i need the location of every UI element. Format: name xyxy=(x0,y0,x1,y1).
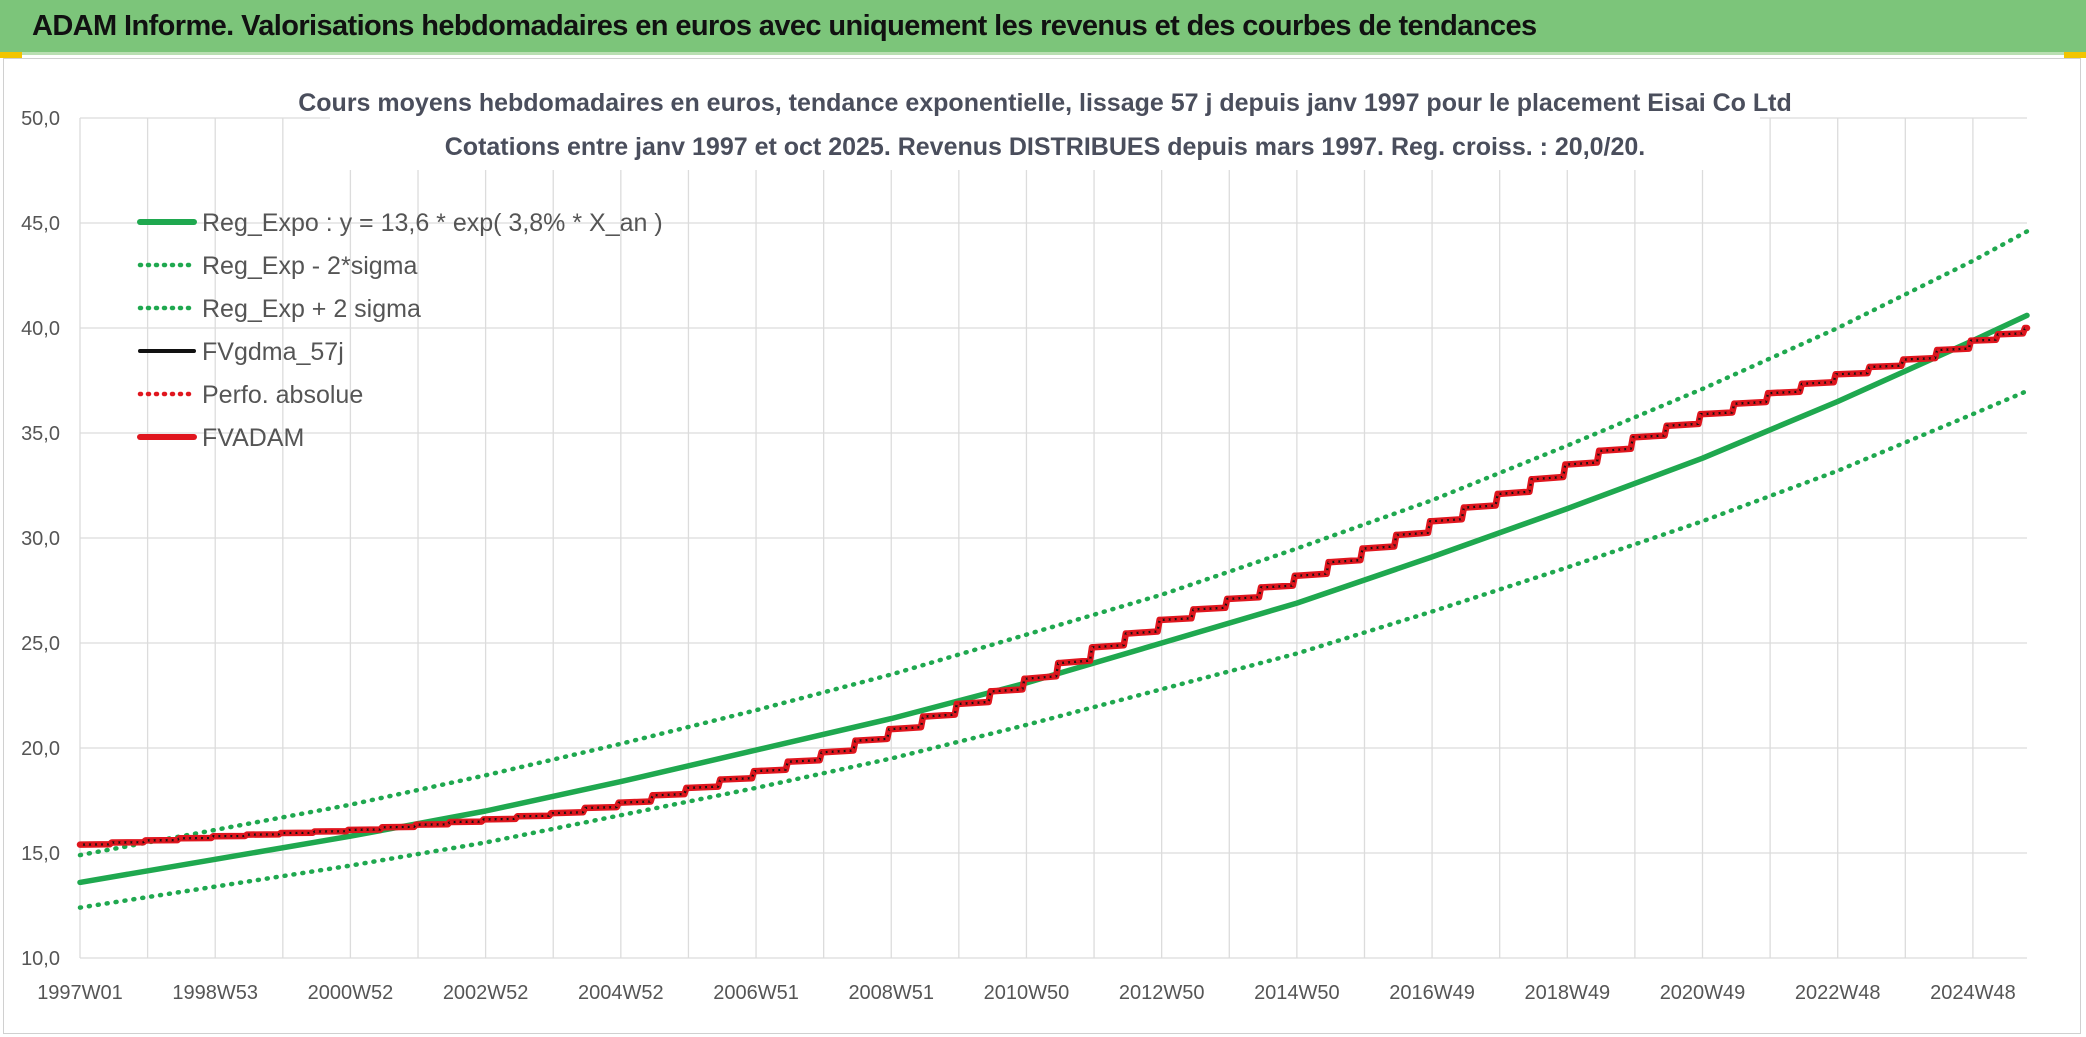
series-lines xyxy=(76,229,2031,910)
title-background xyxy=(330,84,1760,170)
y-tick-label: 10,0 xyxy=(21,948,60,970)
y-tick-label: 40,0 xyxy=(21,318,60,340)
legend-label: Perfo. absolue xyxy=(202,381,363,409)
x-tick-label: 2020W49 xyxy=(1660,982,1746,1004)
x-tick-label: 2012W50 xyxy=(1119,982,1205,1004)
chart-title: Cours moyens hebdomadaires en euros, ten… xyxy=(298,84,1792,170)
x-tick-label: 2010W50 xyxy=(984,982,1070,1004)
x-tick-label: 1998W53 xyxy=(172,982,258,1004)
report-title: ADAM Informe. Valorisations hebdomadaire… xyxy=(32,10,1537,42)
x-tick-label: 2016W49 xyxy=(1389,982,1475,1004)
legend-label: FVgdma_57j xyxy=(202,338,344,366)
legend-label: FVADAM xyxy=(202,424,304,452)
chart-title-line-1: Cours moyens hebdomadaires en euros, ten… xyxy=(298,89,1792,117)
y-tick-label: 20,0 xyxy=(21,738,60,760)
axis-labels: 10,0 15,0 20,0 25,0 30,0 35,0 40,0 45,0 50,0 1997… xyxy=(21,108,2016,1004)
x-tick-label: 2022W48 xyxy=(1795,982,1881,1004)
x-tick-label: 2000W52 xyxy=(308,982,394,1004)
x-tick-label: 2018W49 xyxy=(1524,982,1610,1004)
grid xyxy=(79,117,2027,959)
y-tick-label: 30,0 xyxy=(21,528,60,550)
y-tick-label: 50,0 xyxy=(21,108,60,130)
series-line-2 xyxy=(77,229,2030,858)
corner-marker-left xyxy=(0,52,22,58)
series-line-4 xyxy=(78,326,2029,846)
legend-label: Reg_Exp - 2*sigma xyxy=(202,252,417,280)
x-tick-label: 2002W52 xyxy=(443,982,529,1004)
corner-marker-right xyxy=(2064,52,2086,58)
x-tick-label: 1997W01 xyxy=(37,982,123,1004)
chart-frame xyxy=(3,58,2081,1034)
x-tick-label: 2004W52 xyxy=(578,982,664,1004)
legend-label: Reg_Exp + 2 sigma xyxy=(202,295,421,323)
x-tick-label: 2024W48 xyxy=(1930,982,2016,1004)
y-tick-label: 25,0 xyxy=(21,633,60,655)
header-bar: ADAM Informe. Valorisations hebdomadaire… xyxy=(0,0,2086,58)
x-tick-label: 2014W50 xyxy=(1254,982,1340,1004)
chart-title-line-2: Cotations entre janv 1997 et oct 2025. R… xyxy=(445,133,1646,161)
series-line-1 xyxy=(77,388,2030,910)
y-tick-label: 35,0 xyxy=(21,423,60,445)
y-tick-label: 15,0 xyxy=(21,843,60,865)
x-tick-label: 2008W51 xyxy=(848,982,934,1004)
legend-label: Reg_Expo : y = 13,6 * exp( 3,8% * X_an ) xyxy=(202,209,663,237)
y-tick-label: 45,0 xyxy=(21,213,60,235)
legend: Reg_Expo : y = 13,6 * exp( 3,8% * X_an )… xyxy=(137,209,663,452)
x-tick-label: 2006W51 xyxy=(713,982,799,1004)
